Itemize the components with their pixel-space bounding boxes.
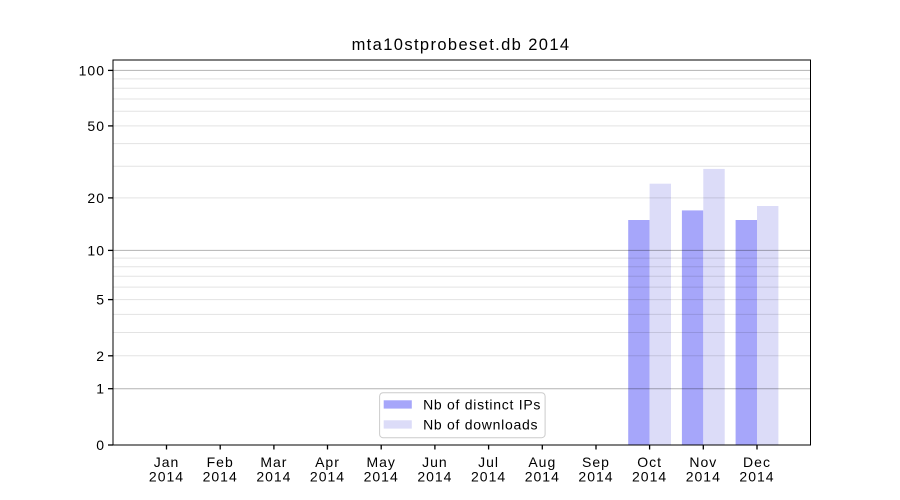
svg-text:2014: 2014 xyxy=(256,468,291,484)
svg-text:2: 2 xyxy=(96,348,105,364)
svg-text:May: May xyxy=(366,454,395,470)
svg-text:1: 1 xyxy=(96,381,105,397)
svg-text:5: 5 xyxy=(96,292,105,308)
svg-text:Jun: Jun xyxy=(422,454,448,470)
svg-text:2014: 2014 xyxy=(525,468,560,484)
svg-text:2014: 2014 xyxy=(364,468,399,484)
svg-text:20: 20 xyxy=(87,190,105,206)
svg-text:Mar: Mar xyxy=(260,454,287,470)
svg-text:2014: 2014 xyxy=(578,468,613,484)
svg-text:mta10stprobeset.db 2014: mta10stprobeset.db 2014 xyxy=(352,36,571,54)
svg-text:2014: 2014 xyxy=(149,468,184,484)
svg-text:Oct: Oct xyxy=(637,454,662,470)
svg-text:2014: 2014 xyxy=(203,468,238,484)
svg-text:50: 50 xyxy=(87,118,105,134)
svg-text:Aug: Aug xyxy=(528,454,556,470)
svg-text:Nov: Nov xyxy=(689,454,717,470)
svg-text:100: 100 xyxy=(79,62,105,78)
svg-text:2014: 2014 xyxy=(310,468,345,484)
svg-text:2014: 2014 xyxy=(686,468,721,484)
svg-text:Jan: Jan xyxy=(154,454,180,470)
svg-text:10: 10 xyxy=(87,242,105,258)
svg-text:Jul: Jul xyxy=(478,454,499,470)
svg-text:2014: 2014 xyxy=(471,468,506,484)
svg-text:2014: 2014 xyxy=(632,468,667,484)
svg-text:Dec: Dec xyxy=(743,454,771,470)
svg-text:Sep: Sep xyxy=(582,454,610,470)
svg-text:Feb: Feb xyxy=(207,454,234,470)
svg-text:2014: 2014 xyxy=(417,468,452,484)
svg-text:Apr: Apr xyxy=(315,454,340,470)
svg-text:Nb of distinct IPs: Nb of distinct IPs xyxy=(423,396,541,412)
svg-text:Nb of downloads: Nb of downloads xyxy=(423,416,538,432)
svg-text:0: 0 xyxy=(96,437,105,453)
svg-text:2014: 2014 xyxy=(739,468,774,484)
